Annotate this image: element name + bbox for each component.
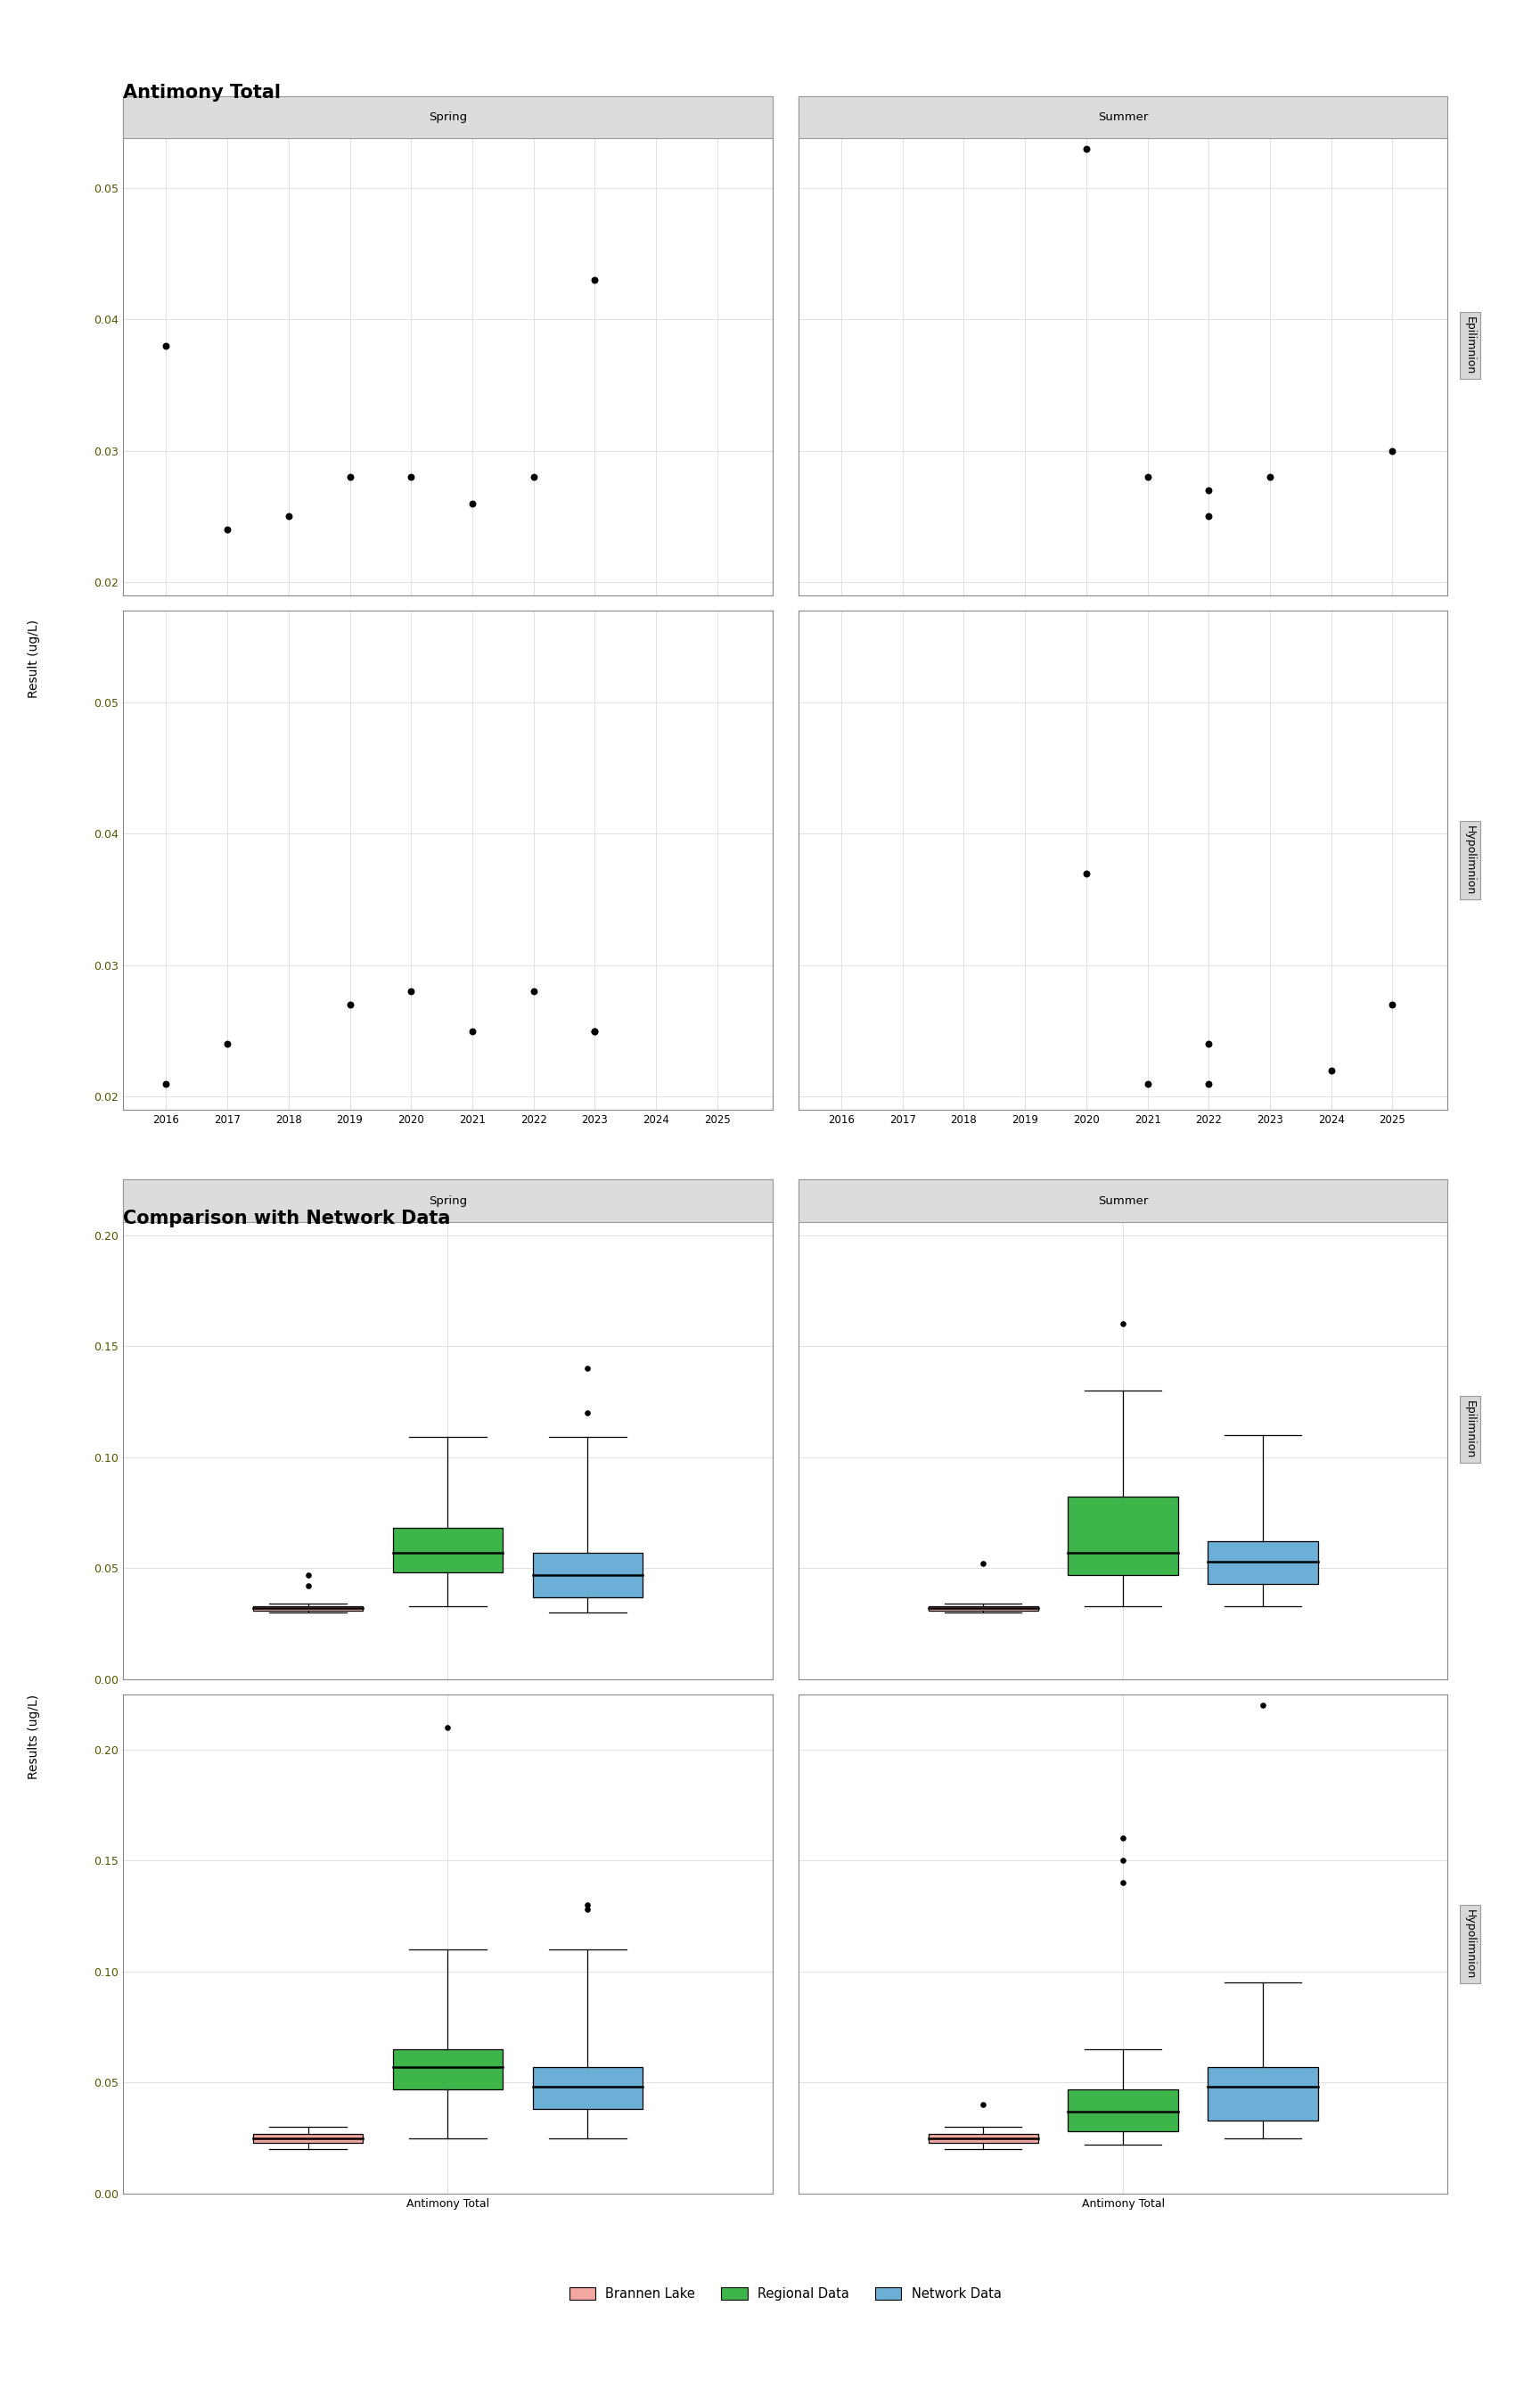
Point bbox=[1380, 985, 1404, 1023]
Point bbox=[576, 1886, 601, 1924]
Point bbox=[576, 1394, 601, 1433]
Text: Spring: Spring bbox=[428, 110, 467, 122]
Point bbox=[1110, 1819, 1135, 1857]
Point bbox=[1073, 129, 1098, 168]
Bar bbox=[798, 96, 1448, 139]
Bar bbox=[1207, 1541, 1318, 1584]
Text: Summer: Summer bbox=[1098, 1196, 1149, 1208]
Point bbox=[154, 326, 179, 364]
Point bbox=[1110, 1306, 1135, 1344]
Point bbox=[582, 1011, 607, 1049]
Point bbox=[337, 458, 362, 496]
Text: Spring: Spring bbox=[428, 1196, 467, 1208]
Text: Epilimnion: Epilimnion bbox=[1465, 1399, 1475, 1459]
Point bbox=[216, 510, 240, 549]
Bar bbox=[929, 2135, 1038, 2142]
Point bbox=[1110, 1843, 1135, 1881]
Point bbox=[296, 1567, 320, 1605]
Bar bbox=[929, 1605, 1038, 1610]
Text: Result (ug/L): Result (ug/L) bbox=[28, 621, 40, 697]
Bar bbox=[1069, 2089, 1178, 2132]
Bar bbox=[1207, 2068, 1318, 2120]
Point bbox=[1197, 498, 1221, 537]
Point bbox=[436, 1193, 460, 1232]
Point bbox=[582, 261, 607, 300]
Point bbox=[1135, 1064, 1160, 1102]
Bar bbox=[533, 1553, 642, 1598]
Bar bbox=[533, 2068, 642, 2108]
Bar bbox=[123, 96, 773, 139]
Point bbox=[1250, 1687, 1275, 1725]
Bar bbox=[253, 2135, 363, 2142]
Point bbox=[1380, 431, 1404, 470]
Point bbox=[970, 2085, 995, 2123]
Text: Hypolimnion: Hypolimnion bbox=[1465, 1910, 1475, 1979]
Bar bbox=[393, 1529, 502, 1572]
Point bbox=[1073, 853, 1098, 891]
Point bbox=[521, 458, 545, 496]
Point bbox=[1197, 1025, 1221, 1064]
Bar bbox=[393, 2049, 502, 2089]
Text: Results (ug/L): Results (ug/L) bbox=[28, 1694, 40, 1780]
Point bbox=[399, 458, 424, 496]
Point bbox=[521, 973, 545, 1011]
Point bbox=[296, 1555, 320, 1593]
Text: Epilimnion: Epilimnion bbox=[1465, 316, 1475, 374]
Point bbox=[1258, 458, 1283, 496]
Point bbox=[1318, 1052, 1343, 1090]
Point bbox=[154, 1064, 179, 1102]
Bar bbox=[1069, 1498, 1178, 1574]
Point bbox=[576, 1890, 601, 1929]
Point bbox=[576, 1349, 601, 1387]
Bar bbox=[123, 1179, 773, 1222]
Point bbox=[276, 498, 300, 537]
Point bbox=[216, 1025, 240, 1064]
Point bbox=[436, 1708, 460, 1747]
Point bbox=[970, 1545, 995, 1584]
Point bbox=[399, 973, 424, 1011]
Point bbox=[582, 1011, 607, 1049]
Point bbox=[1110, 1864, 1135, 1902]
Legend: Brannen Lake, Regional Data, Network Data: Brannen Lake, Regional Data, Network Dat… bbox=[564, 2281, 1007, 2305]
Point bbox=[1135, 458, 1160, 496]
Text: Antimony Total: Antimony Total bbox=[123, 84, 280, 101]
Point bbox=[1197, 1064, 1221, 1102]
Point bbox=[1197, 472, 1221, 510]
Bar bbox=[253, 1605, 363, 1610]
Point bbox=[460, 484, 485, 522]
Point bbox=[337, 985, 362, 1023]
Point bbox=[460, 1011, 485, 1049]
Text: Summer: Summer bbox=[1098, 110, 1149, 122]
Text: Comparison with Network Data: Comparison with Network Data bbox=[123, 1210, 451, 1227]
Text: Hypolimnion: Hypolimnion bbox=[1465, 824, 1475, 896]
Bar bbox=[798, 1179, 1448, 1222]
